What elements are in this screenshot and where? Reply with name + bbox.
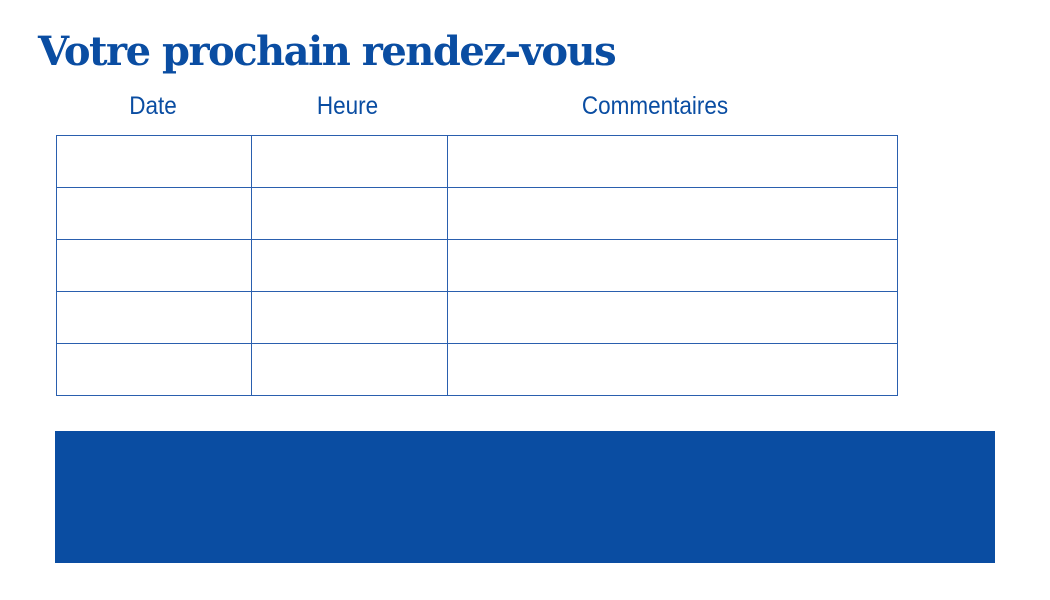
table-cell-commentaires[interactable] [447,343,898,396]
column-header-heure: Heure [316,92,379,120]
table-row [56,239,898,292]
appointment-table [56,135,898,396]
table-row [56,343,898,396]
table-cell-date[interactable] [56,239,252,292]
page-title: Votre prochain rendez-vous [38,28,617,75]
table-cell-heure[interactable] [251,187,448,240]
table-cell-commentaires[interactable] [447,239,898,292]
table-cell-heure[interactable] [251,239,448,292]
table-cell-commentaires[interactable] [447,135,898,188]
column-header-commentaires: Commentaires [581,92,729,120]
table-cell-heure[interactable] [251,343,448,396]
table-cell-commentaires[interactable] [447,291,898,344]
table-row [56,187,898,240]
table-cell-date[interactable] [56,187,252,240]
table-cell-heure[interactable] [251,291,448,344]
blue-footer-block [55,431,995,563]
table-cell-date[interactable] [56,135,252,188]
table-cell-date[interactable] [56,343,252,396]
table-row [56,135,898,188]
table-cell-date[interactable] [56,291,252,344]
column-header-date: Date [129,92,177,120]
table-cell-commentaires[interactable] [447,187,898,240]
table-row [56,291,898,344]
table-cell-heure[interactable] [251,135,448,188]
